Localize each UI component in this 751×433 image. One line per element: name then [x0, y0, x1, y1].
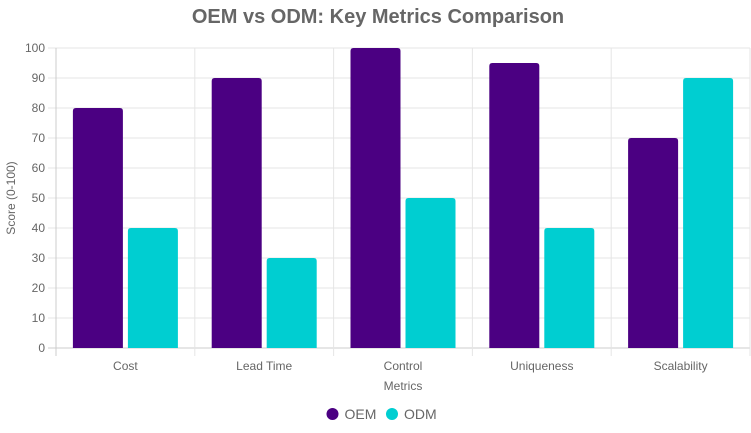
bar-oem-scalability[interactable]: [628, 138, 679, 348]
legend-item-odm[interactable]: ODM: [386, 406, 437, 422]
x-tick-label: Scalability: [654, 359, 708, 373]
legend: OEM ODM: [326, 406, 437, 422]
x-tick-label: Cost: [113, 359, 138, 373]
bar-odm-scalability[interactable]: [683, 78, 734, 348]
y-tick-label: 20: [32, 281, 46, 295]
legend-item-oem[interactable]: OEM: [326, 406, 377, 422]
y-tick-label: 70: [32, 131, 46, 145]
y-tick-label: 50: [32, 191, 46, 205]
y-tick-label: 100: [25, 41, 45, 55]
y-axis-ticks: 0 10 20 30 40 50 60 70 80 90 100: [25, 41, 45, 355]
x-tick-label: Uniqueness: [510, 359, 573, 373]
legend-swatch: [386, 408, 398, 420]
y-tick-label: 40: [32, 221, 46, 235]
y-tick-label: 80: [32, 101, 46, 115]
y-tick-label: 30: [32, 251, 46, 265]
bar-oem-cost[interactable]: [72, 108, 123, 348]
x-axis-label: Metrics: [384, 379, 423, 393]
x-tick-label: Lead Time: [236, 359, 292, 373]
bar-oem-control[interactable]: [350, 48, 401, 348]
y-axis-label: Score (0-100): [4, 161, 18, 234]
bar-odm-uniqueness[interactable]: [544, 228, 595, 348]
legend-label: OEM: [345, 406, 377, 422]
y-tick-label: 90: [32, 71, 46, 85]
y-tick-label: 0: [38, 341, 45, 355]
bar-odm-control[interactable]: [405, 198, 456, 348]
bars: [72, 48, 734, 348]
legend-label: ODM: [404, 406, 437, 422]
legend-swatch: [326, 408, 339, 420]
bar-oem-lead-time[interactable]: [211, 78, 262, 348]
bar-odm-cost[interactable]: [127, 228, 178, 348]
chart-title: OEM vs ODM: Key Metrics Comparison: [192, 6, 564, 28]
x-axis-ticks: Cost Lead Time Control Uniqueness Scalabilit…: [113, 359, 708, 373]
bar-oem-uniqueness[interactable]: [489, 63, 540, 348]
y-tick-label: 60: [32, 161, 46, 175]
x-tick-label: Control: [384, 359, 423, 373]
bar-odm-lead-time[interactable]: [266, 258, 317, 348]
y-tick-label: 10: [32, 311, 46, 325]
